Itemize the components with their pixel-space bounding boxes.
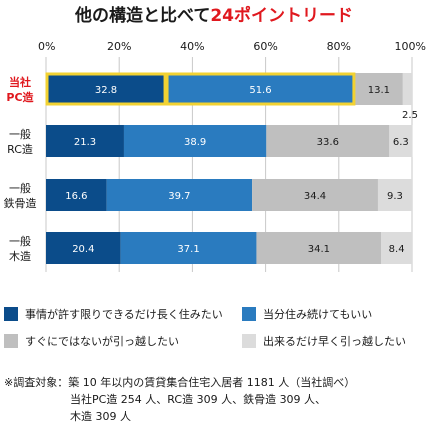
category-label: PC造 xyxy=(6,90,34,104)
legend-swatch xyxy=(4,334,18,348)
x-tick-label: 80% xyxy=(327,40,351,53)
bar-segment xyxy=(106,179,253,211)
legend-swatch xyxy=(4,307,18,321)
bar-segment xyxy=(166,73,355,105)
bar-segment xyxy=(389,125,413,157)
data-label: 37.1 xyxy=(177,244,199,255)
category-label: 木造 xyxy=(9,249,31,263)
data-label: 21.3 xyxy=(74,137,96,148)
legend-label: 出来るだけ早く引っ越したい xyxy=(263,335,406,348)
data-label: 13.1 xyxy=(368,85,390,96)
chart-title-part-1: 他の構造と比べて xyxy=(74,5,210,26)
survey-note: ※調査対象： 築 10 年以内の賃貸集合住宅入居者 1181 人（当社調べ） 当… xyxy=(4,374,355,425)
highlight-frame xyxy=(45,72,167,106)
highlight-frame xyxy=(165,72,356,106)
data-label: 9.3 xyxy=(387,191,403,202)
bar-segment xyxy=(46,73,167,105)
data-label: 33.6 xyxy=(317,137,339,148)
data-label: 38.9 xyxy=(184,137,206,148)
legend-item: 当分住み続けてもいい xyxy=(242,306,372,322)
legend-item: 出来るだけ早く引っ越したい xyxy=(242,333,406,349)
data-label: 51.6 xyxy=(249,85,271,96)
data-label: 20.4 xyxy=(72,244,94,255)
legend-label: 事情が許す限りできるだけ長く住みたい xyxy=(25,308,223,321)
bar-segment xyxy=(381,232,412,264)
x-tick-label: 20% xyxy=(107,40,131,53)
bar-segment xyxy=(46,125,124,157)
x-tick-label: 100% xyxy=(395,40,426,53)
bar-segment xyxy=(354,73,403,105)
legend-item: すぐにではないが引っ越したい xyxy=(4,333,179,349)
bar-segment xyxy=(120,232,257,264)
bar-segment xyxy=(46,232,121,264)
legend-item: 事情が許す限りできるだけ長く住みたい xyxy=(4,306,223,322)
data-label: 34.1 xyxy=(308,244,330,255)
data-label: 39.7 xyxy=(168,191,190,202)
data-label: 8.4 xyxy=(389,244,405,255)
category-label: 当社 xyxy=(9,75,31,89)
category-label: 一般 xyxy=(9,235,31,248)
legend-swatch xyxy=(242,307,256,321)
chart-title-part-2: 24ポイントリード xyxy=(210,5,353,26)
stacked-bar-chart: 他の構造と比べて24ポイントリード 0% 20% 40% 60% 80% 100% 当社PC造… xyxy=(4,5,426,272)
bar-segment xyxy=(123,125,267,157)
legend-label: すぐにではないが引っ越したい xyxy=(25,335,179,348)
category-label: 一般 xyxy=(9,128,31,141)
legend-swatch xyxy=(242,334,256,348)
category-label: RC造 xyxy=(7,142,33,156)
bar-segment xyxy=(402,73,412,105)
x-tick-label: 60% xyxy=(253,40,277,53)
data-label: 2.5 xyxy=(402,110,418,121)
bar-segment xyxy=(46,179,107,211)
bar-segment xyxy=(256,232,382,264)
legend: 事情が許す限りできるだけ長く住みたい 当分住み続けてもいいすぐにではないが引っ越し… xyxy=(4,306,428,350)
bar-segment xyxy=(266,125,390,157)
data-label: 32.8 xyxy=(95,85,117,96)
chart-title: 他の構造と比べて24ポイントリード xyxy=(74,5,353,26)
category-label: 一般 xyxy=(9,182,31,195)
legend-label: 当分住み続けてもいい xyxy=(263,308,373,321)
survey-note-label: ※調査対象： xyxy=(4,376,69,389)
x-tick-label: 0% xyxy=(38,40,55,53)
category-label: 鉄骨造 xyxy=(4,196,37,210)
data-label: 16.6 xyxy=(65,191,87,202)
survey-note-line-1: 築 10 年以内の賃貸集合住宅入居者 1181 人（当社調べ） xyxy=(68,376,356,389)
bar-segment xyxy=(252,179,378,211)
bar-segment xyxy=(377,179,412,211)
data-label: 6.3 xyxy=(393,137,409,148)
x-tick-label: 40% xyxy=(180,40,204,53)
survey-note-line-2: 当社PC造 254 人、RC造 309 人、鉄骨造 309 人、 xyxy=(70,393,327,406)
data-label: 34.4 xyxy=(304,191,326,202)
survey-note-line-3: 木造 309 人 xyxy=(70,410,131,423)
